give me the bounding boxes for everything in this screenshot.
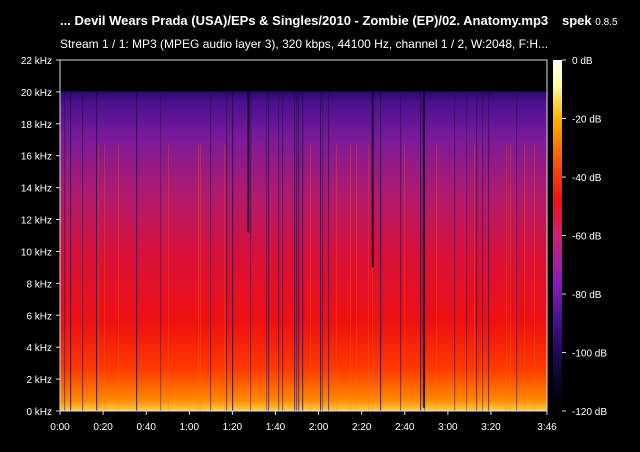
spectrogram-streak	[64, 91, 66, 411]
db-label: -100 dB	[572, 349, 607, 360]
time-label: 0:20	[93, 422, 113, 433]
freq-label: 2 kHz	[26, 375, 52, 386]
time-label: 1:40	[266, 422, 286, 433]
spectrogram-streak	[232, 91, 234, 411]
spectrogram-streak	[104, 144, 105, 412]
time-label: 1:00	[180, 422, 200, 433]
spectrogram-streak	[404, 144, 405, 412]
spectrogram-streak	[118, 144, 119, 412]
spectrogram-streak	[266, 91, 268, 411]
spectrogram-streak	[136, 91, 138, 411]
spectrogram-dropout	[422, 91, 425, 408]
spectrogram-streak	[420, 91, 422, 411]
spectrogram-streak	[226, 91, 228, 411]
spectrogram-streak	[96, 91, 98, 411]
spectrogram-streak	[534, 144, 535, 412]
spectrogram-dropout	[247, 91, 250, 233]
spectrogram-streak	[454, 91, 456, 411]
spectrogram-streak	[466, 91, 468, 411]
freq-label: 6 kHz	[26, 311, 52, 322]
time-label: 1:20	[223, 422, 243, 433]
spectrogram-streak	[278, 91, 280, 411]
spectrogram-streak	[524, 144, 525, 412]
spectrogram-streak	[296, 91, 298, 411]
spectrogram-streak	[482, 91, 484, 411]
spectrogram-streak	[82, 91, 84, 411]
spectrogram-streak	[168, 144, 169, 412]
app-brand: spek 0.8.5	[562, 13, 618, 28]
spectrogram-streak	[380, 91, 382, 411]
time-label: 3:20	[481, 422, 501, 433]
freq-label: 20 kHz	[21, 88, 52, 99]
spectrogram-streak	[350, 144, 351, 412]
spectrogram-streak	[298, 91, 300, 411]
freq-label: 8 kHz	[26, 279, 52, 290]
app-name: spek	[562, 13, 592, 28]
spectrogram-streak	[310, 144, 311, 412]
freq-label: 0 kHz	[26, 407, 52, 418]
spectrogram-image	[60, 60, 547, 411]
spectrogram-streak	[224, 144, 225, 412]
time-label: 2:00	[309, 422, 329, 433]
freq-label: 22 kHz	[21, 56, 52, 67]
spectrogram-axes: 0 kHz 2 kHz 4 kHz 6 kHz 8 kHz 10 kHz 12 kHz 14 …	[21, 56, 557, 433]
spectrogram-streak	[294, 91, 296, 411]
db-label: 0 dB	[572, 56, 593, 67]
db-label: -40 dB	[572, 173, 602, 184]
freq-label: 4 kHz	[26, 343, 52, 354]
db-legend: 0 dB -20 dB -40 dB -60 dB -80 dB -100 dB -120 …	[553, 56, 607, 418]
spectrogram-streak	[98, 144, 99, 412]
spectrogram-streak	[282, 91, 284, 411]
spectrogram-plot	[60, 60, 547, 412]
spectrogram-streak	[70, 91, 72, 411]
spectrogram-streak	[200, 144, 201, 412]
spectrogram-streak	[474, 144, 475, 412]
spectrogram-streak	[488, 91, 490, 411]
freq-label: 12 kHz	[21, 216, 52, 227]
spectrogram-streak	[436, 144, 437, 412]
db-colorbar	[553, 60, 562, 411]
time-label: 3:00	[438, 422, 458, 433]
spectrogram-streak	[368, 144, 369, 412]
spectrogram-streak	[400, 91, 402, 411]
spectrogram-streak	[336, 144, 337, 412]
db-label: -60 dB	[572, 232, 602, 243]
spectrogram-streak	[160, 91, 162, 411]
spectrogram-streak	[268, 91, 270, 411]
spectrogram-streak	[510, 144, 511, 412]
freq-label: 10 kHz	[21, 247, 52, 258]
spectrogram-streak	[516, 91, 518, 411]
spectrogram-streak	[198, 144, 199, 412]
spectrogram-streak	[476, 91, 478, 411]
time-label: 2:40	[395, 422, 415, 433]
freq-label: 14 kHz	[21, 184, 52, 195]
db-label: -20 dB	[572, 115, 602, 126]
app-version: 0.8.5	[595, 17, 618, 28]
time-label: 3:46	[537, 422, 557, 433]
spectrogram-streak	[210, 91, 212, 411]
spectrogram-streak	[302, 91, 304, 411]
spectrogram-streak	[250, 91, 252, 411]
freq-label: 16 kHz	[21, 152, 52, 163]
db-label: -80 dB	[572, 290, 602, 301]
file-title: ... Devil Wears Prada (USA)/EPs & Single…	[60, 13, 549, 28]
time-label: 0:40	[136, 422, 156, 433]
db-label: -120 dB	[572, 407, 607, 418]
time-label: 2:20	[352, 422, 372, 433]
spectrogram-streak	[328, 91, 330, 411]
plot-frame	[59, 59, 548, 412]
stream-info: Stream 1 / 1: MP3 (MPEG audio layer 3), …	[60, 37, 549, 51]
spectrogram-streak	[320, 91, 322, 411]
spectrogram-streak	[506, 144, 507, 412]
spectrogram-streak	[322, 91, 324, 411]
spectrogram-streak	[372, 144, 373, 412]
spectrogram-streak	[356, 144, 357, 412]
time-label: 0:00	[50, 422, 70, 433]
spectrogram-dropout	[371, 91, 374, 268]
freq-label: 18 kHz	[21, 120, 52, 131]
